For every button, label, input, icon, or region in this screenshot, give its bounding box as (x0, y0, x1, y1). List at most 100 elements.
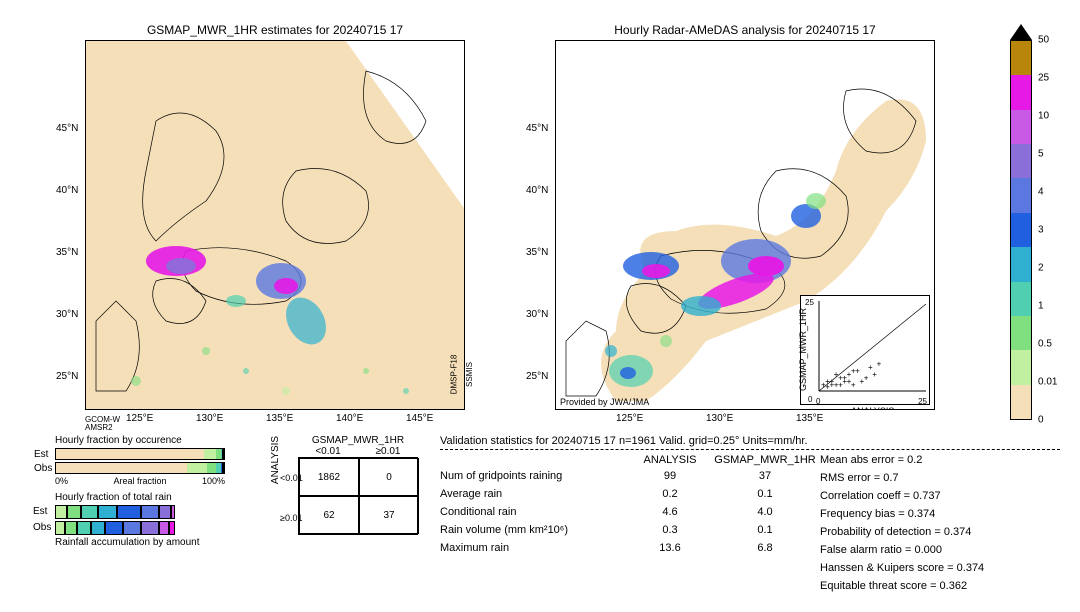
validation-right: Mean abs error = 0.2RMS error = 0.7Corre… (820, 454, 1060, 598)
colorbar-tick: 50 (1038, 35, 1049, 46)
scatter-ylabel: GSMAP_MWR_1HR (798, 311, 808, 391)
colorbar-tick: 25 (1038, 73, 1049, 84)
cont-col2: ≥0.01 (358, 446, 418, 457)
val-header-row: ANALYSIS GSMAP_MWR_1HR (440, 454, 820, 466)
colorbar-segment (1011, 144, 1031, 178)
scatter-y0: 0 (808, 395, 812, 404)
scatter-point: + (851, 381, 856, 390)
map-right-panel: Hourly Radar-AMeDAS analysis for 2024071… (555, 40, 935, 410)
validation-stat: False alarm ratio = 0.000 (820, 544, 1060, 556)
validation-stat: Correlation coeff = 0.737 (820, 490, 1060, 502)
cont-col1: <0.01 (298, 446, 358, 457)
val-row-gsmap: 4.0 (710, 506, 820, 518)
colorbar-segment (1011, 75, 1031, 109)
validation-stat: Hanssen & Kuipers score = 0.374 (820, 562, 1060, 574)
occurrence-axis: 0% Areal fraction 100% (55, 476, 225, 486)
scatter-xlabel: ANALYSIS (851, 406, 894, 409)
validation-row: Maximum rain13.66.8 (440, 542, 820, 554)
val-row-analysis: 0.2 (630, 488, 710, 500)
colorbar-segment (1011, 178, 1031, 212)
val-row-analysis: 0.3 (630, 524, 710, 536)
cont-c00: 1862 (299, 458, 359, 496)
lon-145e-l: 145°E (406, 413, 433, 424)
scatter-svg: +++++++++++++++++++++ (801, 296, 931, 406)
colorbar-tick: 10 (1038, 111, 1049, 122)
fractions-section: Hourly fraction by occurence Est Obs 0% … (35, 435, 245, 550)
lat-25n-r: 25°N (526, 371, 548, 382)
validation-stat: Probability of detection = 0.374 (820, 526, 1060, 538)
map-left-svg (86, 41, 464, 409)
lon-125e-r: 125°E (616, 413, 643, 424)
occurrence-obs-bar: Obs (55, 462, 225, 474)
colorbar-tick: 4 (1038, 187, 1044, 198)
validation-row: Num of gridpoints raining9937 (440, 470, 820, 482)
totalrain-est-bar: Est (55, 505, 175, 519)
validation-row: Conditional rain4.64.0 (440, 506, 820, 518)
colorbar-segment (1011, 350, 1031, 384)
fraction-segment (56, 449, 204, 459)
map-left-content (86, 41, 464, 409)
colorbar-segment (1011, 282, 1031, 316)
colorbar-strip (1010, 40, 1032, 420)
rainfall-segment (91, 521, 105, 535)
colorbar-segment (1011, 385, 1031, 419)
colorbar-arrow (1010, 24, 1032, 40)
validation-left: ANALYSIS GSMAP_MWR_1HR Num of gridpoints… (440, 454, 820, 598)
occurrence-est-bar: Est (55, 448, 225, 460)
lat-40n-r: 40°N (526, 185, 548, 196)
lat-40n-l: 40°N (56, 185, 78, 196)
scatter-point: + (872, 370, 877, 379)
axis-100: 100% (202, 476, 225, 486)
rainfall-segment (169, 521, 175, 535)
val-row-label: Num of gridpoints raining (440, 470, 630, 482)
scatter-point: + (855, 367, 860, 376)
rainfall-segment (98, 505, 117, 519)
lon-130e-r: 130°E (706, 413, 733, 424)
val-row-label: Conditional rain (440, 506, 630, 518)
scatter-point: + (877, 360, 882, 369)
colorbar-segment (1011, 247, 1031, 281)
fraction-segment (222, 463, 224, 473)
scatter-point: + (834, 370, 839, 379)
sensor-ssmis: SSMIS (465, 362, 474, 387)
val-row-analysis: 4.6 (630, 506, 710, 518)
validation-row: Rain volume (mm km²10⁶)0.30.1 (440, 524, 820, 536)
colorbar-tick: 2 (1038, 263, 1044, 274)
obs-label-2: Obs (33, 522, 51, 533)
main-maps-area: GSMAP_MWR_1HR estimates for 20240715 17 (0, 10, 1080, 420)
validation-stat: Mean abs error = 0.2 (820, 454, 1060, 466)
colorbar: 502510543210.50.010 (1010, 40, 1070, 420)
accumulation-title: Rainfall accumulation by amount (55, 537, 245, 548)
val-row-analysis: 13.6 (630, 542, 710, 554)
lat-35n-l: 35°N (56, 247, 78, 258)
cont-c10: 62 (299, 496, 359, 534)
scatter-point: + (851, 367, 856, 376)
map-right-credit: Provided by JWA/JMA (560, 397, 649, 407)
rainfall-segment (55, 505, 67, 519)
scatter-y25: 25 (805, 298, 814, 307)
val-row-label: Rain volume (mm km²10⁶) (440, 524, 630, 536)
scatter-point: + (847, 377, 852, 386)
lat-45n-l: 45°N (56, 123, 78, 134)
bottom-area: Hourly fraction by occurence Est Obs 0% … (0, 430, 1080, 610)
contingency-table: GSMAP_MWR_1HR <0.01 ≥0.01 1862 0 62 37 A… (270, 435, 418, 535)
lat-45n-r: 45°N (526, 123, 548, 134)
rainfall-segment (141, 521, 159, 535)
fraction-segment (204, 449, 216, 459)
map-left-title: GSMAP_MWR_1HR estimates for 20240715 17 (86, 23, 464, 37)
fraction-segment (187, 463, 207, 473)
colorbar-tick: 0 (1038, 415, 1044, 426)
val-row-gsmap: 37 (710, 470, 820, 482)
totalrain-title: Hourly fraction of total rain (55, 492, 245, 503)
sensor-dmsp: DMSP-F18 (450, 355, 459, 395)
lon-130e-l: 130°E (196, 413, 223, 424)
scatter-x25: 25 (918, 397, 927, 406)
scatter-point: + (864, 374, 869, 383)
obs-label-1: Obs (34, 463, 52, 474)
est-label-1: Est (34, 449, 48, 460)
colorbar-segment (1011, 316, 1031, 350)
rainfall-segment (77, 521, 91, 535)
fraction-segment (56, 463, 187, 473)
scatter-point: + (830, 381, 835, 390)
scatter-x0: 0 (816, 397, 820, 406)
